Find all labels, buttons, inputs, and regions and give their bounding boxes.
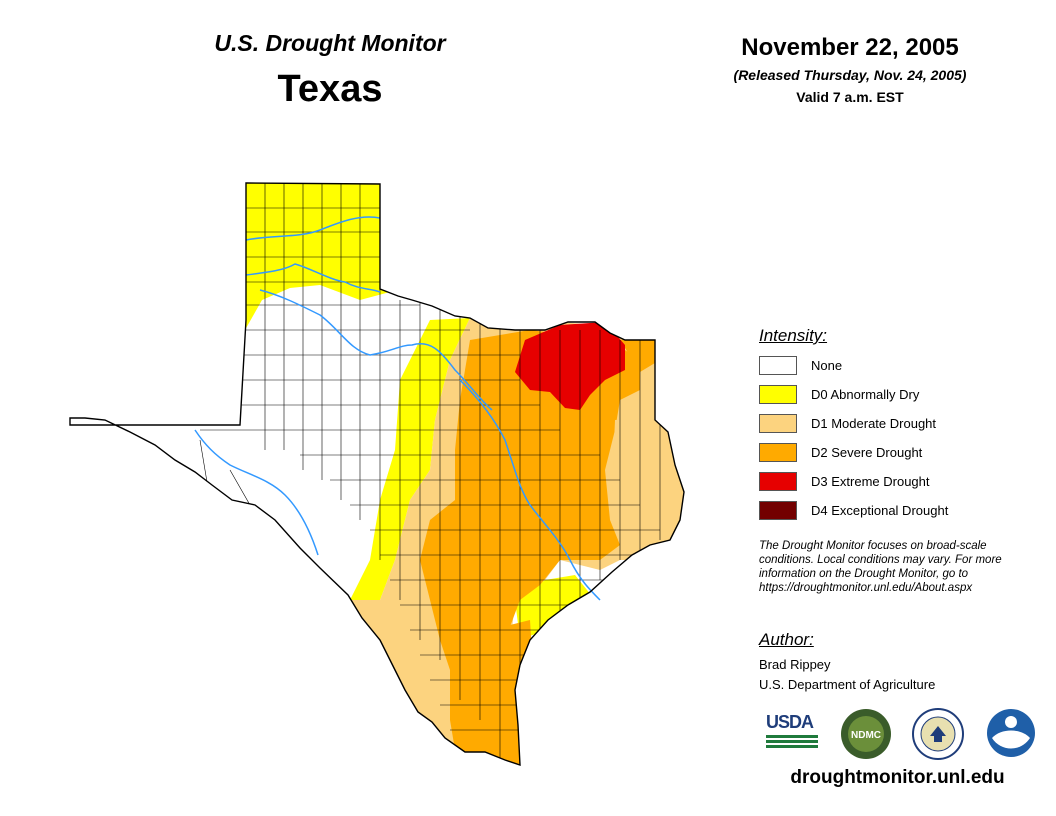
legend-swatch (759, 471, 797, 491)
legend-swatch (759, 500, 797, 520)
legend-label: D1 Moderate Drought (811, 415, 937, 431)
legend-label: D2 Severe Drought (811, 444, 923, 460)
state-title: Texas (277, 68, 383, 110)
legend-item-d0: D0 Abnormally Dry (759, 383, 919, 405)
legend-item-d2: D2 Severe Drought (759, 441, 922, 463)
legend-label: D4 Exceptional Drought (811, 502, 949, 518)
map-date: November 22, 2005 (741, 34, 959, 61)
disclaimer-note: The Drought Monitor focuses on broad-sca… (759, 540, 1002, 594)
author-name: Brad Rippey (759, 657, 831, 672)
author-organization: U.S. Department of Agriculture (759, 677, 936, 692)
zone-d1-east (612, 418, 684, 530)
canadian-river (245, 216, 381, 241)
legend-label: D0 Abnormally Dry (811, 386, 920, 402)
usda-swoosh-icon (766, 735, 818, 748)
usda-logo-text: USDA (766, 712, 814, 732)
legend-item-d3: D3 Extreme Drought (759, 470, 930, 492)
rivers (194, 216, 601, 601)
ndmc-logo[interactable]: NDMC (840, 708, 892, 760)
legend-item-d1: D1 Moderate Drought (759, 412, 936, 434)
brazos-upper (259, 289, 493, 411)
legend-item-none: None (759, 354, 842, 376)
zone-d0-panhandle (238, 183, 390, 330)
map-series-title: U.S. Drought Monitor (214, 30, 446, 56)
legend-item-d4: D4 Exceptional Drought (759, 499, 948, 521)
legend-title: Intensity: (759, 326, 828, 345)
legend-swatch (759, 384, 797, 404)
release-date: (Released Thursday, Nov. 24, 2005) (733, 67, 967, 83)
zone-d0-west-tip (70, 425, 98, 440)
pecos-river (194, 429, 319, 556)
ndmc-seal-icon: NDMC (841, 709, 891, 759)
brazos-lower (459, 379, 601, 601)
texas-drought-map (69, 182, 685, 766)
commerce-logo[interactable] (912, 708, 964, 760)
state-outline (69, 182, 685, 766)
legend-label: D3 Extreme Drought (811, 473, 930, 489)
zone-d2-south (450, 620, 540, 765)
ndmc-logo-text: NDMC (851, 730, 881, 741)
website-link[interactable]: droughtmonitor.unl.edu (790, 767, 1005, 788)
prairie-dog-river (245, 263, 381, 293)
zone-d0-coast (515, 575, 595, 640)
valid-time: Valid 7 a.m. EST (796, 89, 904, 105)
zone-d3 (515, 322, 625, 410)
commerce-seal-icon (912, 708, 964, 760)
legend-swatch (759, 355, 797, 375)
legend-label: None (811, 357, 843, 373)
noaa-logo[interactable] (986, 708, 1036, 758)
author-heading: Author: (759, 630, 814, 649)
legend-swatch (759, 413, 797, 433)
legend-swatch (759, 442, 797, 462)
usda-logo[interactable]: USDA (766, 712, 820, 752)
noaa-seal-icon (987, 709, 1035, 757)
